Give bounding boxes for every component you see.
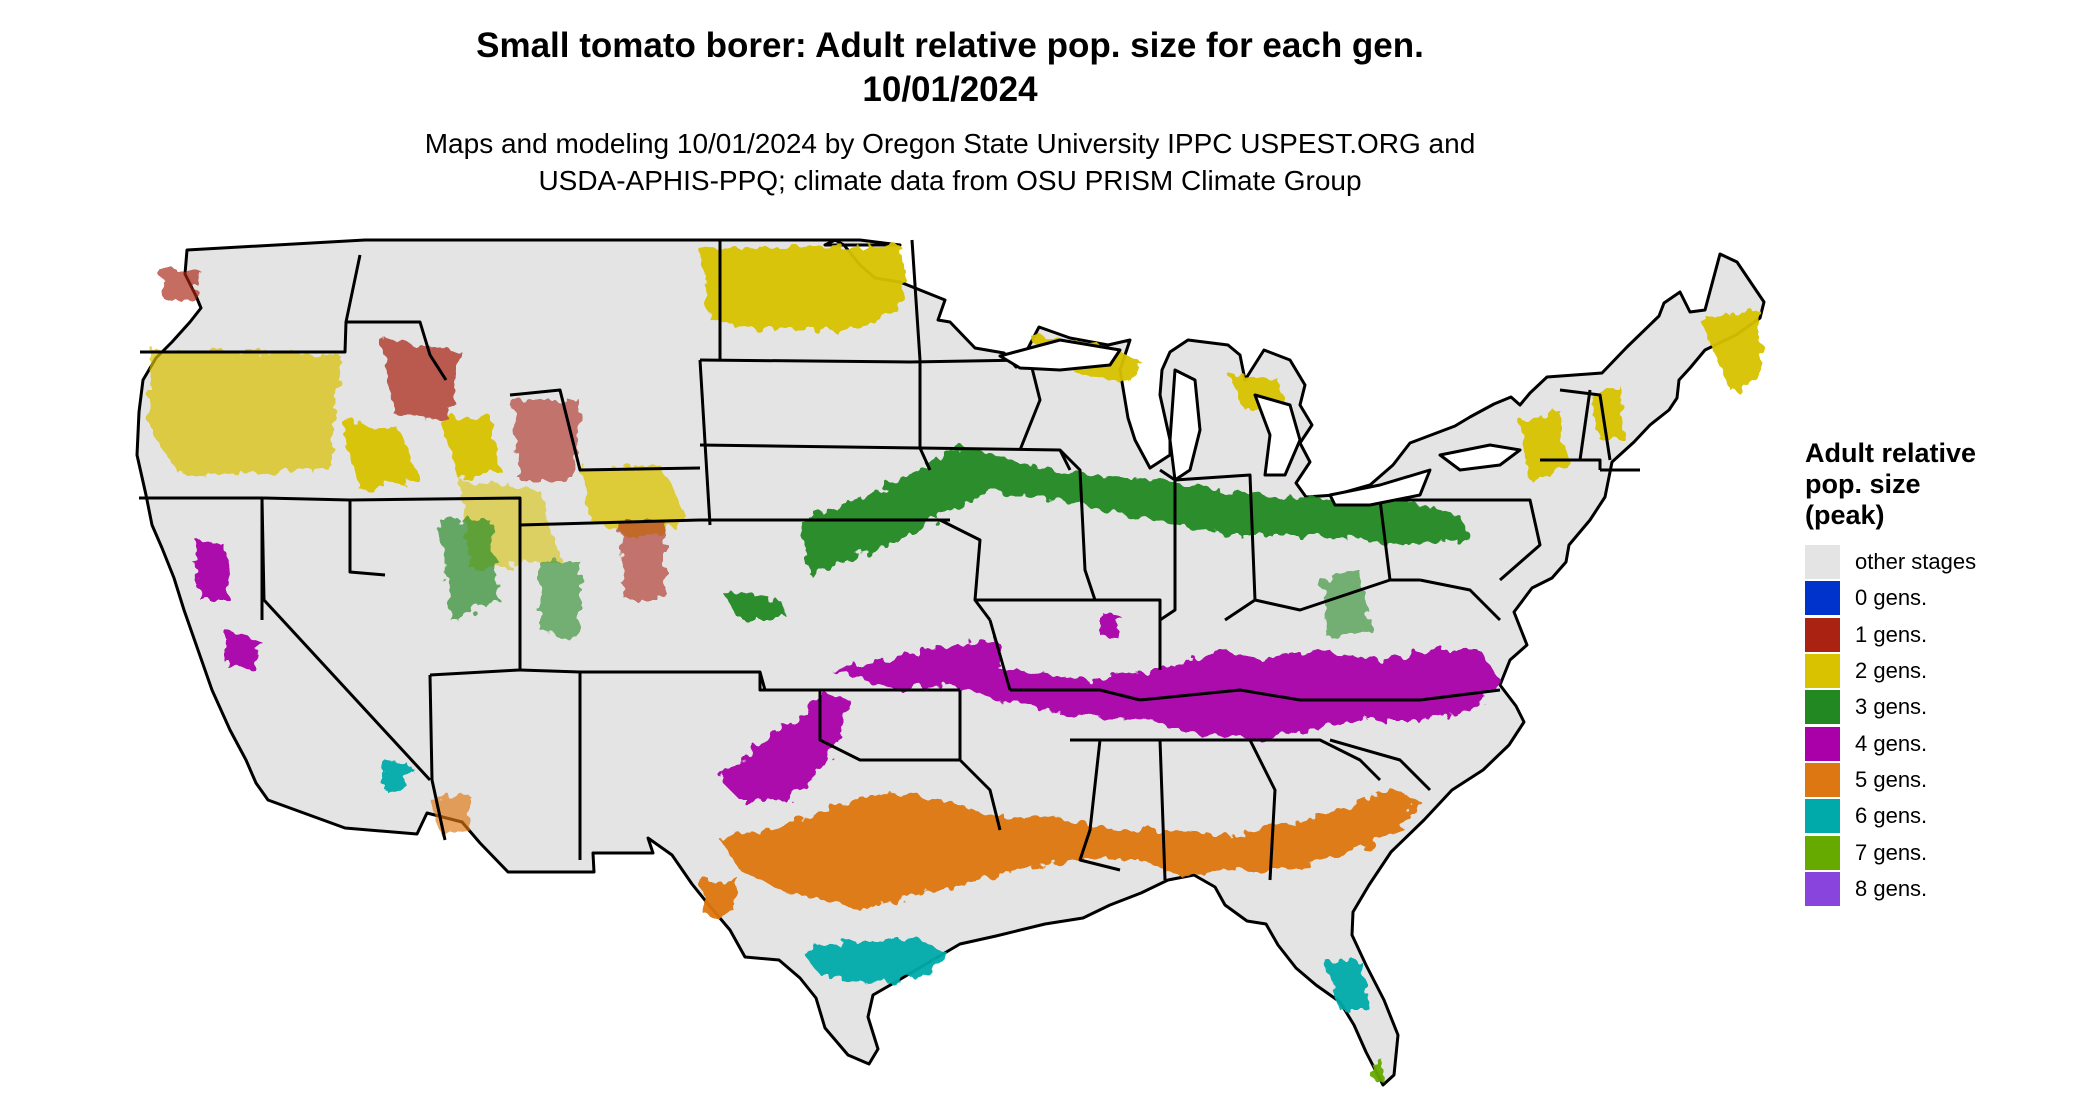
legend-label: 5 gens. [1855, 766, 1928, 792]
region-2-gens [340, 420, 420, 490]
region-2-gens [1700, 310, 1760, 390]
region-1-gens [380, 340, 460, 420]
state-boundaries [139, 239, 1640, 881]
region-2-gens [150, 350, 340, 475]
region-3-gens [540, 560, 580, 640]
region-1-gens [160, 270, 200, 300]
legend-label: 2 gens. [1855, 658, 1928, 684]
region-2-gens [1590, 385, 1625, 440]
region-6-gens [1325, 960, 1370, 1010]
region-7-gens [1372, 1062, 1385, 1082]
map-credit-line-1: Maps and modeling 10/01/2024 by Oregon S… [424, 128, 1476, 159]
legend-label: 8 gens. [1855, 875, 1928, 901]
region-5-gens [700, 880, 740, 920]
legend-swatch [1805, 726, 1840, 761]
legend-label: other stages [1855, 549, 1977, 575]
legend-label: 4 gens. [1855, 730, 1928, 756]
legend-swatch [1805, 799, 1840, 834]
legend-item: 0 gens. [1805, 580, 2065, 616]
region-5-gens [720, 790, 1420, 910]
region-1-gens [510, 400, 580, 480]
legend-item: 7 gens. [1805, 834, 2065, 870]
legend-item: 4 gens. [1805, 725, 2065, 761]
legend: Adult relative pop. size (peak) other st… [1805, 438, 2065, 907]
map-date: 10/01/2024 [862, 70, 1038, 109]
us-map [135, 238, 1766, 1087]
region-3-gens [800, 445, 1470, 575]
legend-swatch [1805, 617, 1840, 652]
legend-swatch [1805, 581, 1840, 616]
legend-item: other stages [1805, 544, 2065, 580]
region-6-gens [800, 940, 950, 985]
legend-label: 7 gens. [1855, 839, 1928, 865]
region-4-gens [830, 640, 1500, 740]
legend-swatch [1805, 654, 1840, 689]
legend-swatch [1805, 690, 1840, 725]
legend-item: 5 gens. [1805, 762, 2065, 798]
region-4-gens [225, 630, 260, 670]
legend-label: 1 gens. [1855, 621, 1928, 647]
legend-swatch [1805, 545, 1840, 580]
region-6-gens [385, 760, 410, 795]
region-4-gens [720, 690, 850, 800]
region-3-gens [440, 520, 500, 620]
legend-label: 6 gens. [1855, 803, 1928, 829]
region-3-gens [1320, 570, 1370, 640]
legend-label: 3 gens. [1855, 694, 1928, 720]
legend-swatch [1805, 762, 1840, 797]
region-2-gens [440, 415, 500, 480]
map-credit-line-2: USDA-APHIS-PPQ; climate data from OSU PR… [538, 165, 1362, 196]
legend-swatch [1805, 871, 1840, 906]
region-1-gens [620, 520, 665, 600]
legend-item: 8 gens. [1805, 871, 2065, 907]
region-5-gens [430, 795, 470, 835]
legend-item: 6 gens. [1805, 798, 2065, 834]
map-title: Small tomato borer: Adult relative pop. … [476, 26, 1424, 65]
legend-item: 1 gens. [1805, 617, 2065, 653]
legend-item: 2 gens. [1805, 653, 2065, 689]
region-4-gens [1100, 610, 1120, 640]
legend-label: 0 gens. [1855, 585, 1928, 611]
great-lakes [998, 338, 1522, 507]
legend-item: 3 gens. [1805, 689, 2065, 725]
region-4-gens [195, 540, 230, 600]
legend-title: Adult relative pop. size (peak) [1805, 438, 1977, 530]
legend-items: other stages 0 gens. 1 gens. 2 gens. 3 gens.… [1805, 544, 2065, 907]
region-3-gens [720, 590, 790, 620]
legend-swatch [1805, 835, 1840, 870]
region-2-gens [1520, 410, 1570, 480]
region-2-gens [700, 245, 905, 330]
